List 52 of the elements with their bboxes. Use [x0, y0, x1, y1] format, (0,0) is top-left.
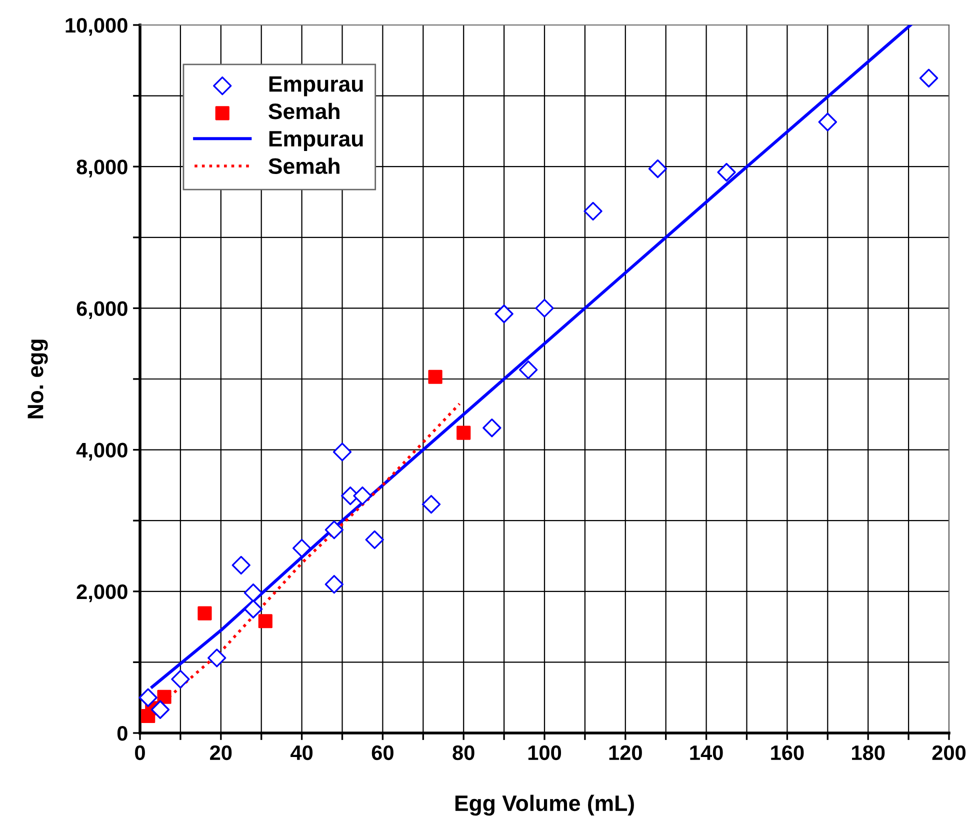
y-tick-label: 6,000 [76, 301, 128, 319]
x-axis-title: Egg Volume (mL) [455, 794, 634, 816]
point [332, 442, 352, 462]
y-tick-label: 2,000 [76, 584, 128, 602]
point [353, 486, 372, 506]
y-tick-label: 0 [117, 726, 128, 741]
point [365, 530, 384, 550]
x-tick-label: 60 [372, 745, 394, 760]
x-tick-label: 80 [452, 745, 474, 760]
x-tick-label: 100 [528, 745, 562, 760]
y-axis-title: No. egg [28, 340, 48, 418]
point [171, 670, 190, 689]
point [494, 304, 514, 324]
y-tick-label: 4,000 [76, 442, 128, 461]
legend-label: Empurau [269, 131, 363, 152]
point [717, 162, 736, 182]
legend-label: Empurau [269, 76, 363, 96]
x-tick-label: 40 [290, 745, 313, 760]
x-tick-label: 20 [210, 745, 232, 760]
legend-label: Semah [268, 102, 340, 120]
point [482, 418, 502, 438]
point [422, 494, 441, 514]
point [428, 370, 442, 384]
point [535, 298, 554, 318]
x-tick-label: 120 [609, 745, 642, 760]
point [584, 202, 602, 221]
point [244, 583, 263, 602]
point [208, 648, 226, 668]
x-tick-label: 200 [932, 745, 966, 760]
x-tick-label: 180 [852, 745, 885, 760]
x-tick-label: 0 [135, 745, 145, 760]
point [324, 520, 344, 540]
point [456, 426, 471, 440]
point [292, 538, 312, 558]
x-tick-label: 140 [690, 745, 723, 760]
y-tick-label: 8,000 [76, 160, 128, 178]
point [919, 68, 938, 88]
point [138, 688, 158, 707]
y-tick-label: 10,000 [66, 18, 128, 36]
line-series [150, 25, 912, 689]
point [244, 600, 263, 618]
point [818, 112, 837, 132]
point [198, 606, 212, 620]
point [518, 360, 538, 380]
x-tick-label: 160 [771, 745, 804, 760]
point [648, 159, 668, 178]
point [150, 700, 170, 719]
point [232, 556, 250, 575]
point [258, 614, 272, 628]
legend-label: Semah [268, 158, 340, 174]
point [324, 574, 344, 594]
point [157, 690, 172, 704]
